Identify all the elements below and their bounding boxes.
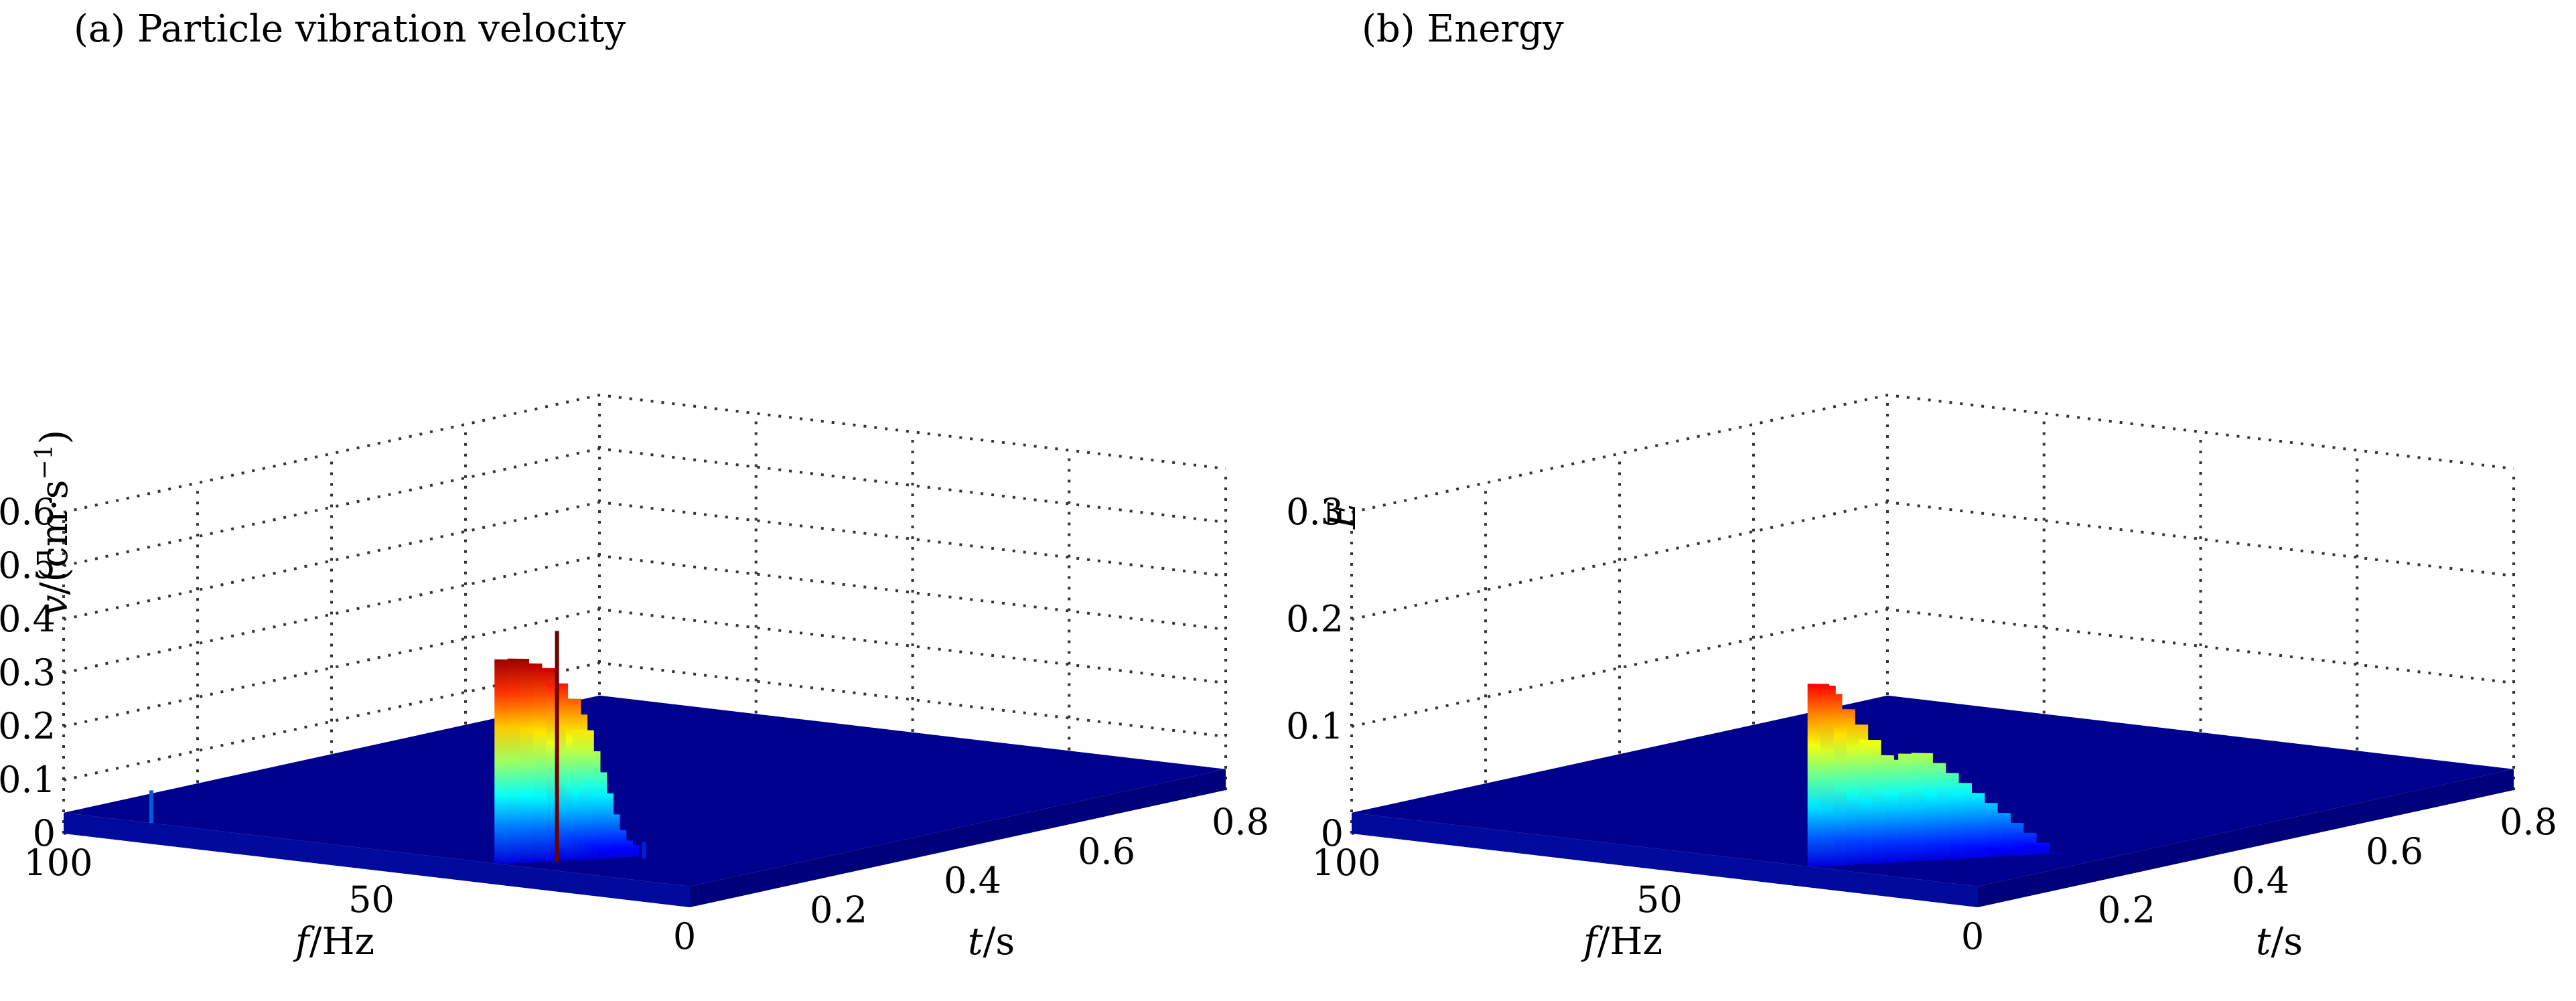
b-z-tick-0: 0 xyxy=(1321,812,1344,854)
a-z-label-exp: −1 xyxy=(31,445,58,480)
a-title: (a) Particle vibration velocity xyxy=(74,7,626,51)
a-t-tick-2: 0.6 xyxy=(1078,830,1135,872)
b-f-tick-2: 0 xyxy=(1961,915,1984,957)
a-bar-14 xyxy=(618,845,640,857)
b-bar-18 xyxy=(2027,842,2050,854)
b-t-tick-2: 0.6 xyxy=(2366,830,2423,872)
b-f-label: f/Hz xyxy=(1581,920,1662,964)
a-z-tick-2: 0.2 xyxy=(0,705,56,747)
a-z-label-unit: /(cm·s xyxy=(33,480,76,595)
b-z-tick-1: 0.1 xyxy=(1288,705,1344,747)
a-z-label-symbol: v xyxy=(33,595,76,616)
a-t-label: t/s xyxy=(968,920,1015,964)
b-t-label: t/s xyxy=(2256,920,2303,964)
a-grid-z-6 xyxy=(63,393,1226,514)
a-floor-front-right xyxy=(690,769,1226,907)
a-z-tick-4: 0.4 xyxy=(0,598,56,640)
chart-a-svg: (a) Particle vibration velocity00.10.20.… xyxy=(0,7,1269,964)
a-f-tick-1: 50 xyxy=(348,878,395,921)
b-t-label-symbol: t xyxy=(2256,920,2271,964)
b-floor-front-left xyxy=(1352,812,1978,907)
b-z-tick-2: 0.2 xyxy=(1288,598,1344,640)
b-t-label-unit: /s xyxy=(2271,920,2303,964)
a-floor-front-left xyxy=(64,812,690,907)
b-t-ticks: 0.2 0.4 0.6 0.8 xyxy=(2098,801,2557,931)
a-z-label-close: ) xyxy=(33,430,76,445)
b-f-tick-0: 100 xyxy=(1311,842,1380,884)
b-grid-z-2 xyxy=(1351,500,2514,621)
a-t-ticks: 0.2 0.4 0.6 0.8 xyxy=(810,801,1269,931)
chart-b-svg: (b) Energy 0 0.1 0.2 0.3 100 50 0 0.2 0.4 0.6 0.8 Ef… xyxy=(1288,7,2557,964)
a-f-label: f/Hz xyxy=(293,920,374,964)
b-bars xyxy=(1807,684,2063,867)
a-grid-z-3 xyxy=(63,554,1226,674)
b-f-label-unit: /Hz xyxy=(1597,920,1662,964)
a-floor-top xyxy=(64,695,1226,887)
b-f-ticks: 100 50 0 xyxy=(1311,842,1984,957)
a-t-tick-3: 0.8 xyxy=(1212,801,1269,843)
a-z-tick-3: 0.3 xyxy=(0,651,56,694)
b-z-tick-3: 0.3 xyxy=(1288,491,1344,533)
chart-panel-a: (a) Particle vibration velocity 0 0.1 0.2 0.… xyxy=(0,7,1269,964)
a-grid xyxy=(62,393,1227,835)
a-z-tick-6: 0.6 xyxy=(0,491,56,533)
a-grid-z-5 xyxy=(63,447,1226,567)
a-grid-z-4 xyxy=(63,500,1226,621)
b-t-tick-0: 0.2 xyxy=(2098,889,2155,931)
b-t-tick-1: 0.4 xyxy=(2232,860,2289,902)
a-f-label-unit: /Hz xyxy=(309,920,374,964)
b-z-label-symbol: E xyxy=(1321,502,1364,530)
b-grid-z-3 xyxy=(1351,393,2514,514)
a-f-tick-0: 100 xyxy=(23,842,92,884)
b-floor-front-right xyxy=(1978,769,2514,907)
a-bars xyxy=(149,631,646,864)
a-t-label-symbol: t xyxy=(968,920,983,964)
b-bar-19 xyxy=(2040,852,2063,854)
a-z-tick-1: 0.1 xyxy=(0,759,56,801)
b-t-tick-3: 0.8 xyxy=(2500,801,2557,843)
a-t-tick-1: 0.4 xyxy=(944,860,1001,902)
a-t-tick-0: 0.2 xyxy=(810,889,867,931)
a-z-label: v/(cm·s−1) xyxy=(31,430,76,616)
a-f-tick-2: 0 xyxy=(673,915,696,957)
a-z-ticks: 0 0.1 0.2 0.3 0.4 0.5 0.6 xyxy=(0,491,56,854)
a-t-label-unit: /s xyxy=(983,920,1015,964)
b-title: (b) Energy xyxy=(1362,7,1564,51)
a-z-tick-5: 0.5 xyxy=(0,544,56,587)
a-z-tick-0: 0 xyxy=(33,812,56,854)
b-z-ticks: 0 0.1 0.2 0.3 xyxy=(1288,491,1344,854)
b-f-tick-1: 50 xyxy=(1636,878,1683,921)
a-f-ticks: 100 50 0 xyxy=(23,842,696,957)
b-z-label: E xyxy=(1321,502,1364,530)
